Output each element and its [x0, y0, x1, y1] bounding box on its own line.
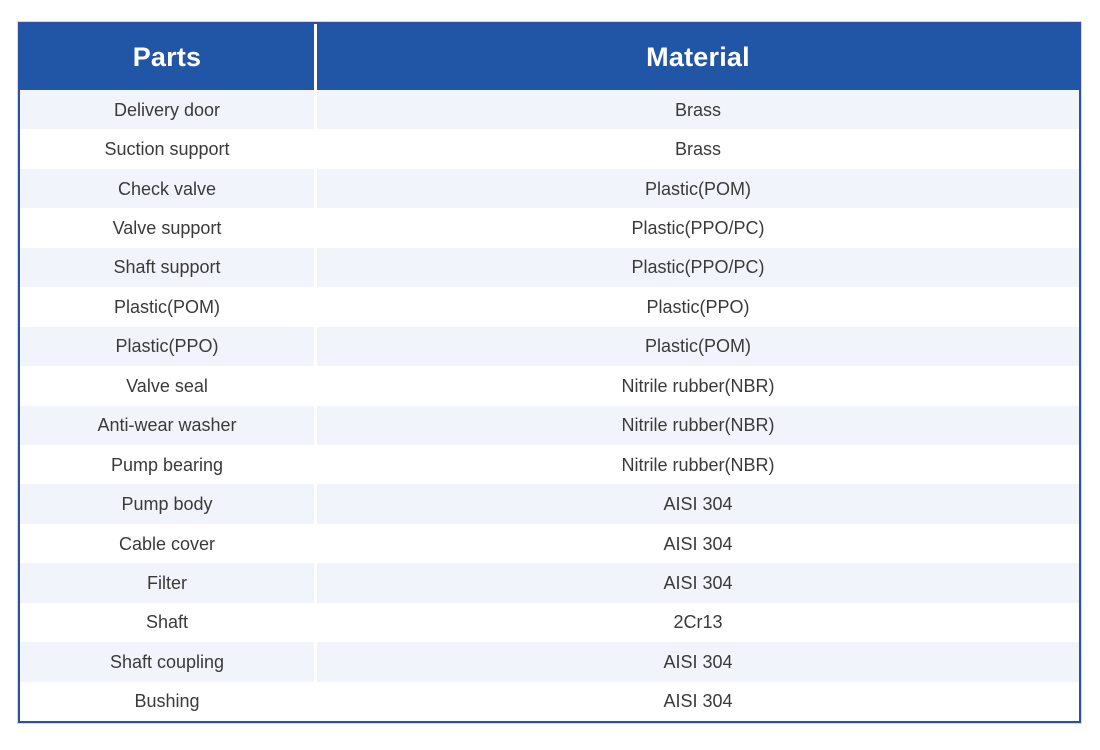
- table-row: Plastic(PPO) Plastic(POM): [20, 326, 1079, 367]
- material-cell: Nitrile rubber(NBR): [621, 375, 775, 396]
- material-cell: Nitrile rubber(NBR): [621, 454, 775, 475]
- part-cell: Shaft: [20, 602, 317, 643]
- material-cell: Plastic(POM): [644, 178, 751, 199]
- material-cell: Nitrile rubber(NBR): [621, 415, 775, 436]
- material-cell: Brass: [674, 99, 721, 120]
- part-cell: Shaft support: [20, 247, 317, 288]
- column-header-material: Material: [646, 41, 750, 72]
- material-cell: AISI 304: [663, 651, 733, 672]
- part-cell: Pump body: [20, 484, 317, 524]
- part-cell: Cable cover: [20, 523, 317, 564]
- table-body: Delivery door Brass Suction support Bras…: [20, 90, 1079, 721]
- table-row: Shaft 2Cr13: [20, 602, 1079, 643]
- table-row: Plastic(POM) Plastic(PPO): [20, 287, 1079, 327]
- table-row: Cable cover AISI 304: [20, 523, 1079, 564]
- table-header-row: Parts Material: [20, 24, 1079, 90]
- part-cell: Check valve: [20, 168, 317, 209]
- table-row: Filter AISI 304: [20, 563, 1079, 603]
- table-row: Pump bearing Nitrile rubber(NBR): [20, 444, 1079, 485]
- part-cell: Filter: [20, 563, 317, 603]
- table-row: Valve support Plastic(PPO/PC): [20, 208, 1079, 248]
- part-cell: Plastic(PPO): [20, 326, 317, 367]
- material-cell: AISI 304: [663, 533, 733, 554]
- table-row: Suction support Brass: [20, 129, 1079, 169]
- table-row: Valve seal Nitrile rubber(NBR): [20, 366, 1079, 406]
- part-cell: Pump bearing: [20, 444, 317, 485]
- part-cell: Delivery door: [20, 90, 317, 130]
- part-cell: Plastic(POM): [20, 287, 317, 327]
- material-cell: AISI 304: [663, 494, 733, 515]
- material-cell: Plastic(PPO/PC): [631, 257, 765, 278]
- part-cell: Bushing: [20, 681, 317, 721]
- part-cell: Suction support: [20, 129, 317, 169]
- table-row: Bushing AISI 304: [20, 681, 1079, 721]
- table-row: Anti-wear washer Nitrile rubber(NBR): [20, 405, 1079, 445]
- part-cell: Valve seal: [20, 366, 317, 406]
- table-row: Shaft coupling AISI 304: [20, 642, 1079, 682]
- table-row: Pump body AISI 304: [20, 484, 1079, 524]
- material-cell: AISI 304: [663, 572, 733, 593]
- material-cell: Plastic(PPO/PC): [631, 218, 765, 239]
- parts-material-table: Parts Material Delivery door Brass Sucti…: [18, 22, 1081, 723]
- part-cell: Valve support: [20, 208, 317, 248]
- table-row: Shaft support Plastic(PPO/PC): [20, 247, 1079, 288]
- column-header-parts: Parts: [20, 24, 317, 90]
- material-cell: Plastic(PPO): [646, 296, 750, 317]
- table-row: Check valve Plastic(POM): [20, 168, 1079, 209]
- material-cell: Plastic(POM): [644, 336, 751, 357]
- material-cell: AISI 304: [663, 691, 733, 712]
- table-row: Delivery door Brass: [20, 90, 1079, 130]
- part-cell: Anti-wear washer: [20, 405, 317, 445]
- part-cell: Shaft coupling: [20, 642, 317, 682]
- material-cell: 2Cr13: [673, 612, 723, 633]
- material-cell: Brass: [674, 139, 721, 160]
